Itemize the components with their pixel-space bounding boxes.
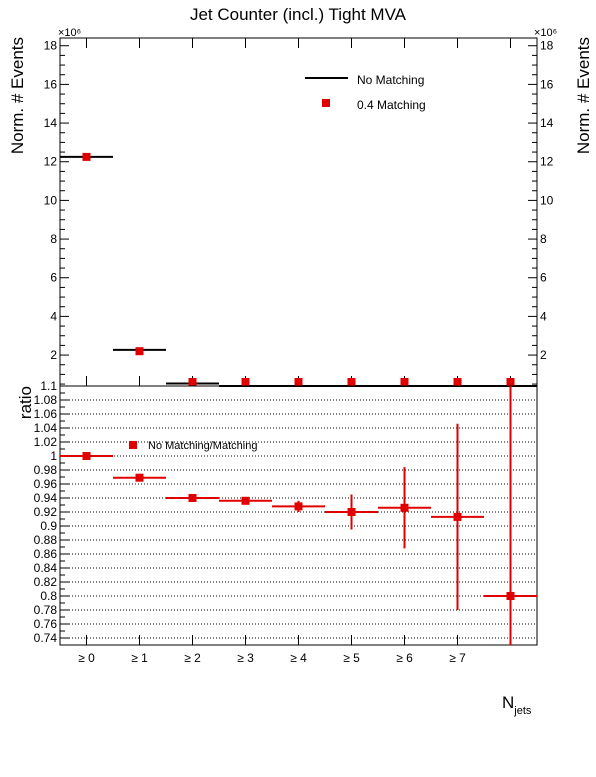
ratio-point <box>82 452 91 460</box>
lower-y-tick-label: 1.04 <box>34 421 58 435</box>
upper-plot-frame <box>59 37 538 387</box>
lower-y-tick-label: 1.1 <box>40 379 57 393</box>
x-tick-label: ≥ 6 <box>396 651 413 665</box>
matching-point <box>347 378 356 386</box>
lower-data <box>60 386 537 645</box>
upper-y-tick-label-left: 16 <box>44 77 58 91</box>
upper-axes: 2 2 4 4 6 6 8 8 10 10 12 12 14 14 16 16 18 18 <box>44 38 554 386</box>
ratio-point <box>506 592 515 600</box>
matching-point <box>188 378 197 386</box>
matching-point <box>135 347 144 356</box>
lower-y-tick-label: 0.82 <box>34 575 58 589</box>
upper-y-tick-label-left: 12 <box>44 155 58 169</box>
ratio-point <box>347 508 356 516</box>
upper-y-tick-label-right: 14 <box>540 116 554 130</box>
legend-matching-marker <box>322 99 330 107</box>
lower-y-tick-label: 1 <box>50 449 57 463</box>
lower-y-tick-label: 1.06 <box>34 407 58 421</box>
upper-y-axis-title-left: Norm. # Events <box>8 37 27 154</box>
ratio-point <box>294 502 303 511</box>
upper-y-tick-label-left: 2 <box>50 348 57 362</box>
x-tick-label: ≥ 5 <box>343 651 360 665</box>
lower-y-tick-label: 0.94 <box>34 491 58 505</box>
ratio-point <box>400 503 409 512</box>
lower-legend: No Matching/Matching <box>129 440 257 452</box>
x-tick-label: ≥ 2 <box>184 651 201 665</box>
lower-y-tick-label: 1.02 <box>34 435 58 449</box>
ratio-point <box>188 494 197 502</box>
upper-y-tick-label-left: 4 <box>50 309 57 323</box>
upper-y-axis-title-right: Norm. # Events <box>574 37 593 154</box>
upper-y-tick-label-left: 8 <box>50 232 57 246</box>
lower-y-axis-title: ratio <box>16 386 35 419</box>
lower-grid <box>60 399 537 639</box>
matching-point <box>294 378 303 386</box>
upper-y-tick-label-right: 8 <box>540 232 547 246</box>
x-axis-title-sub: jets <box>513 705 532 717</box>
x-tick-label: ≥ 3 <box>237 651 254 665</box>
legend-ratio-marker <box>129 441 137 449</box>
lower-plot-frame <box>59 385 538 646</box>
upper-y-tick-label-right: 10 <box>540 193 554 207</box>
lower-y-tick-label: 0.96 <box>34 477 58 491</box>
legend-no-matching-label: No Matching <box>357 73 424 87</box>
upper-y-multiplier-right: ×10⁶ <box>534 27 557 39</box>
upper-y-tick-label-right: 2 <box>540 348 547 362</box>
lower-y-tick-label: 0.86 <box>34 547 58 561</box>
ratio-point <box>135 473 144 482</box>
matching-point <box>453 378 462 386</box>
matching-point <box>241 378 250 386</box>
ratio-point <box>453 512 462 521</box>
x-tick-label: ≥ 0 <box>78 651 95 665</box>
lower-y-tick-label: 1.08 <box>34 393 58 407</box>
matching-point <box>82 152 91 161</box>
lower-y-tick-label: 0.78 <box>34 603 58 617</box>
matching-point <box>506 378 515 386</box>
lower-y-tick-label: 0.9 <box>40 519 57 533</box>
upper-data <box>60 152 537 387</box>
upper-y-tick-label-left: 18 <box>44 39 58 53</box>
legend-ratio-label: No Matching/Matching <box>148 440 257 452</box>
upper-y-tick-label-right: 18 <box>540 39 554 53</box>
x-tick-label: ≥ 4 <box>290 651 307 665</box>
upper-y-tick-label-right: 16 <box>540 77 554 91</box>
upper-y-tick-label-right: 12 <box>540 155 554 169</box>
upper-legend: No Matching 0.4 Matching <box>305 73 426 112</box>
lower-y-tick-label: 0.84 <box>34 561 58 575</box>
upper-y-tick-label-left: 6 <box>50 271 57 285</box>
lower-y-tick-label: 0.8 <box>40 589 57 603</box>
upper-y-tick-label-left: 10 <box>44 193 58 207</box>
x-axis-title: Njets <box>502 693 532 717</box>
upper-y-tick-label-right: 4 <box>540 309 547 323</box>
lower-y-tick-label: 0.88 <box>34 533 58 547</box>
upper-y-tick-label-left: 14 <box>44 116 58 130</box>
lower-y-tick-label: 0.76 <box>34 617 58 631</box>
lower-axes: 0.740.760.780.80.820.840.860.880.90.920.… <box>34 379 511 665</box>
legend-matching-label: 0.4 Matching <box>357 98 426 112</box>
lower-y-tick-label: 0.98 <box>34 463 58 477</box>
ratio-point <box>241 496 250 505</box>
x-tick-label: ≥ 7 <box>449 651 466 665</box>
lower-y-tick-label: 0.92 <box>34 505 58 519</box>
lower-y-tick-label: 0.74 <box>34 631 58 645</box>
upper-y-tick-label-right: 6 <box>540 271 547 285</box>
upper-y-multiplier-left: ×10⁶ <box>58 27 81 39</box>
matching-point <box>400 378 409 386</box>
x-tick-label: ≥ 1 <box>131 651 148 665</box>
chart-title: Jet Counter (incl.) Tight MVA <box>190 5 407 24</box>
x-axis-title-main: N <box>502 693 514 712</box>
